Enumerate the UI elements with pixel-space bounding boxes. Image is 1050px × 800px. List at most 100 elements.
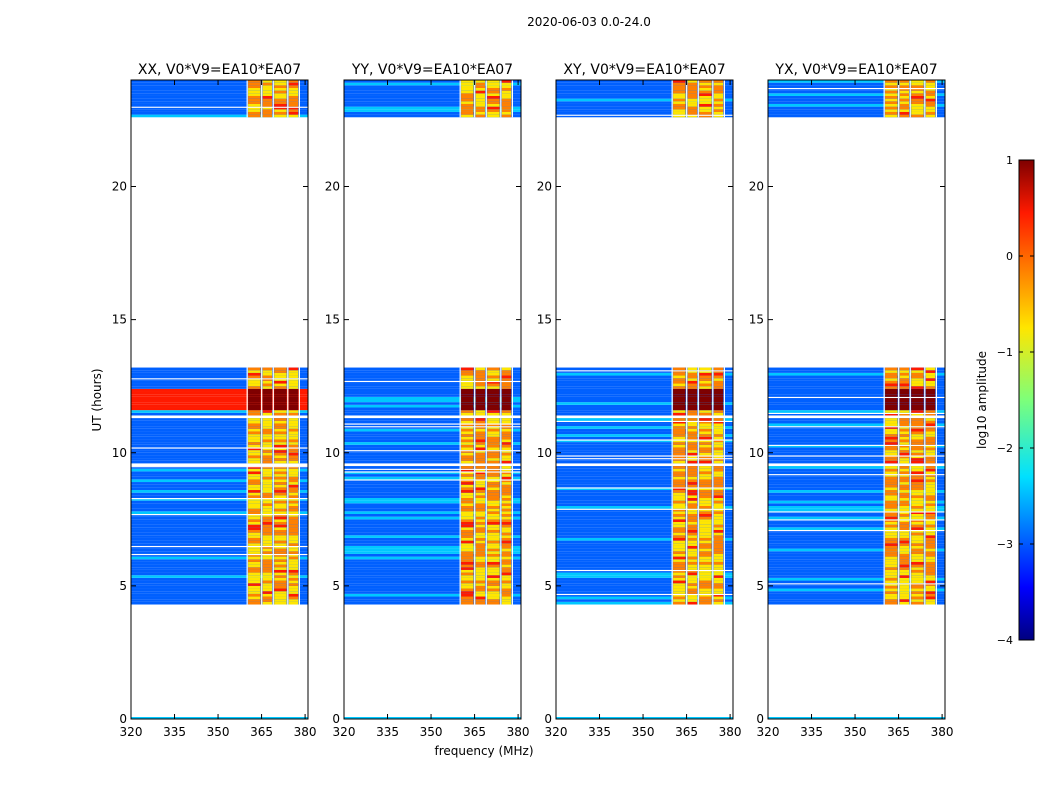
rfi-channel-cell xyxy=(899,428,910,432)
rfi-channel-cell xyxy=(699,98,712,102)
rfi-channel-cell xyxy=(461,434,474,437)
rfi-channel-cell xyxy=(925,85,936,88)
rfi-channel-cell xyxy=(687,367,698,371)
rfi-channel-cell xyxy=(687,532,698,536)
spectrum-row xyxy=(344,101,521,104)
rfi-channel-cell xyxy=(925,383,936,387)
rfi-channel-cell xyxy=(274,575,287,578)
y-tick-label: 15 xyxy=(325,313,340,327)
rfi-channel-cell xyxy=(262,402,273,405)
colorbar-tick-label: 0 xyxy=(1006,250,1013,263)
spectrum-row xyxy=(131,532,308,536)
rfi-channel-cell xyxy=(699,380,712,384)
rfi-channel-cell xyxy=(262,537,273,541)
channel-gap-line xyxy=(298,80,300,118)
spectrum-row xyxy=(556,561,733,565)
spectrum-row xyxy=(768,380,945,384)
flagged-row-line xyxy=(131,466,308,468)
rfi-channel-cell xyxy=(673,98,686,102)
rfi-channel-cell xyxy=(262,553,273,557)
rfi-channel-cell xyxy=(911,511,924,514)
rfi-channel-cell xyxy=(248,577,261,581)
rfi-channel-cell xyxy=(274,439,287,443)
channel-gap-line xyxy=(898,418,900,464)
rfi-channel-cell xyxy=(911,375,924,379)
spectrum-row xyxy=(344,367,521,371)
rfi-channel-cell xyxy=(262,468,273,472)
rfi-channel-cell xyxy=(501,575,512,578)
spectrum-row xyxy=(131,487,308,491)
rfi-channel-cell xyxy=(699,540,712,544)
rfi-channel-cell xyxy=(248,423,261,427)
rfi-channel-cell xyxy=(699,588,712,592)
rfi-channel-cell xyxy=(699,378,712,381)
rfi-channel-cell xyxy=(248,375,261,379)
rfi-channel-cell xyxy=(475,498,486,501)
spectrum-row xyxy=(344,412,521,416)
rfi-channel-cell xyxy=(673,407,686,411)
spectrum-row xyxy=(344,418,521,421)
spectrum-row xyxy=(344,388,521,392)
rfi-channel-cell xyxy=(288,378,299,381)
rfi-channel-cell xyxy=(461,521,474,525)
rfi-channel-cell xyxy=(248,500,261,504)
rfi-channel-cell xyxy=(885,575,898,578)
rfi-channel-cell xyxy=(475,95,486,99)
rfi-channel-cell xyxy=(501,591,512,594)
rfi-channel-cell xyxy=(288,388,299,392)
flagged-row-line xyxy=(768,87,945,90)
spectrum-row xyxy=(768,535,945,538)
rfi-channel-cell xyxy=(911,495,924,499)
rfi-channel-cell xyxy=(713,559,724,562)
rfi-channel-cell xyxy=(713,569,724,573)
rfi-channel-cell xyxy=(925,532,936,536)
rfi-channel-cell xyxy=(262,519,273,522)
rfi-channel-cell xyxy=(885,111,898,115)
rfi-channel-cell xyxy=(487,426,500,429)
flagged-row-line xyxy=(131,378,308,380)
rfi-channel-cell xyxy=(501,545,512,549)
rfi-channel-cell xyxy=(461,90,474,94)
rfi-channel-cell xyxy=(713,532,724,536)
rfi-channel-cell xyxy=(475,548,486,552)
rfi-channel-cell xyxy=(673,471,686,475)
rfi-channel-cell xyxy=(885,391,898,395)
rfi-channel-cell xyxy=(288,540,299,544)
rfi-channel-cell xyxy=(899,593,910,597)
rfi-channel-cell xyxy=(885,532,898,536)
rfi-channel-cell xyxy=(925,391,936,395)
rfi-channel-cell xyxy=(911,404,924,408)
flagged-row-line xyxy=(556,508,733,510)
rfi-channel-cell xyxy=(461,407,474,411)
rfi-channel-cell xyxy=(274,386,287,389)
rfi-channel-cell xyxy=(461,412,474,416)
rfi-channel-cell xyxy=(885,545,898,549)
rfi-channel-cell xyxy=(248,404,261,408)
rfi-channel-cell xyxy=(248,372,261,376)
spectrum-row xyxy=(768,426,945,429)
spectrum-row xyxy=(556,527,733,530)
rfi-channel-cell xyxy=(885,596,898,600)
rfi-channel-cell xyxy=(262,564,273,568)
spectrum-row xyxy=(131,503,308,506)
rfi-channel-cell xyxy=(475,575,486,578)
rfi-channel-cell xyxy=(475,388,486,392)
rfi-channel-cell xyxy=(274,388,287,392)
rfi-channel-cell xyxy=(673,109,686,112)
rfi-channel-cell xyxy=(899,420,910,424)
rfi-channel-cell xyxy=(899,556,910,560)
spectrum-row xyxy=(131,484,308,488)
rfi-channel-cell xyxy=(501,426,512,429)
rfi-channel-cell xyxy=(673,460,686,464)
spectrum-row xyxy=(131,540,308,544)
spectrum-row xyxy=(768,383,945,387)
spectrum-row xyxy=(556,580,733,584)
rfi-channel-cell xyxy=(288,394,299,397)
rfi-channel-cell xyxy=(673,601,686,605)
rfi-channel-cell xyxy=(288,111,299,115)
rfi-channel-cell xyxy=(687,569,698,573)
spectrum-row xyxy=(344,474,521,477)
rfi-channel-cell xyxy=(911,378,924,381)
rfi-channel-cell xyxy=(461,593,474,597)
